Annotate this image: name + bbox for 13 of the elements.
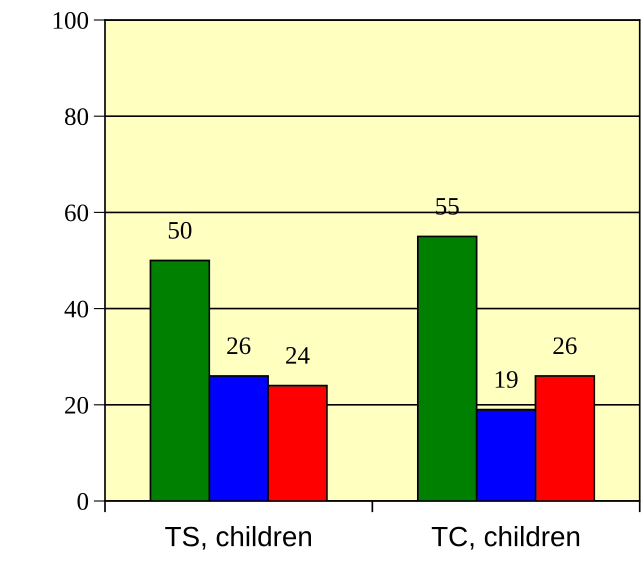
data-label: 26 <box>227 337 250 354</box>
y-tick-label: 60 <box>65 204 88 222</box>
data-label: 50 <box>168 222 192 239</box>
y-tick-label: 0 <box>77 493 88 510</box>
data-label: 26 <box>553 337 577 354</box>
y-tick-label: 100 <box>54 12 88 29</box>
y-tick-label: 20 <box>65 396 88 414</box>
y-tick-label: 40 <box>64 300 88 318</box>
data-label: 19 <box>496 371 518 388</box>
data-label: 24 <box>286 347 310 364</box>
y-tick-label: 80 <box>64 108 88 126</box>
x-tick-label: TC, children <box>432 526 580 550</box>
x-tick-label: TS, children <box>165 526 311 550</box>
